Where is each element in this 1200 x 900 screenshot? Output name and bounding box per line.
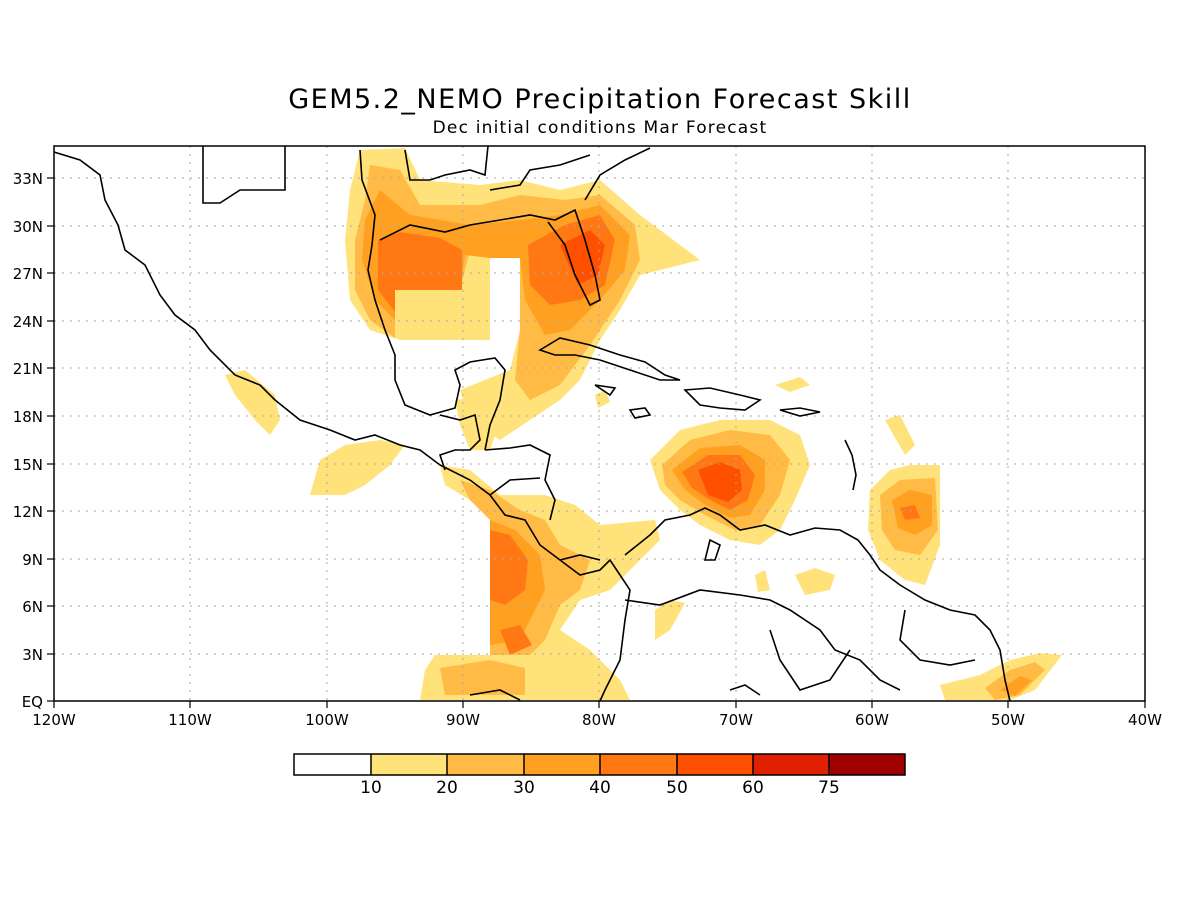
lat-label-33n: 33N — [13, 170, 43, 188]
lat-label-eq: EQ — [22, 693, 43, 711]
colorbar-swatch-6 — [753, 754, 829, 775]
lon-label-110w: 110W — [168, 711, 212, 729]
lat-label-27n: 27N — [13, 265, 43, 283]
colorbar-label-20: 20 — [436, 778, 458, 798]
lat-label-18n: 18N — [13, 408, 43, 426]
lon-label-120w: 120W — [32, 711, 76, 729]
lon-label-40w: 40W — [1128, 711, 1162, 729]
axis-ticks — [47, 177, 1146, 708]
skill-region-ec-20 — [440, 660, 525, 695]
colorbar-swatch-5 — [677, 754, 753, 775]
lat-labels: EQ 3N 6N 9N 12N 15N 18N 21N 24N 27N 30N … — [13, 170, 43, 711]
map-title: GEM5.2_NEMO Precipitation Forecast Skill — [288, 84, 912, 115]
colorbar-swatch-0 — [294, 754, 371, 775]
lat-label-21n: 21N — [13, 360, 43, 378]
lat-label-12n: 12N — [13, 503, 43, 521]
lat-label-6n: 6N — [22, 598, 43, 616]
lon-label-50w: 50W — [991, 711, 1025, 729]
lat-label-24n: 24N — [13, 313, 43, 331]
coastlines — [54, 146, 1011, 701]
colorbar: 10 20 30 40 50 60 75 — [293, 753, 906, 798]
lat-label-3n: 3N — [22, 646, 43, 664]
skill-region-atlantic-ne-10 — [885, 415, 915, 455]
skill-region-pacific-10 — [225, 370, 280, 435]
skill-region-yucatan-10 — [455, 395, 500, 450]
colorbar-swatch-4 — [600, 754, 677, 775]
colorbar-label-30: 30 — [513, 778, 535, 798]
colorbar-swatch-3 — [524, 754, 600, 775]
skill-region-atlantic-40 — [900, 505, 920, 520]
skill-region-colombia-10 — [655, 600, 685, 640]
skill-region-guatemala-10 — [310, 440, 405, 495]
map-subtitle: Dec initial conditions Mar Forecast — [432, 118, 768, 138]
skill-region-carib-50 — [698, 462, 742, 502]
skill-region-ca-40 — [490, 530, 528, 605]
colorbar-label-10: 10 — [360, 778, 382, 798]
colorbar-swatch-2 — [447, 754, 524, 775]
lat-label-9n: 9N — [22, 551, 43, 569]
skill-region-vz-small-10 — [755, 570, 770, 592]
skill-shading — [225, 148, 1062, 700]
lon-label-70w: 70W — [719, 711, 753, 729]
colorbar-swatch-1 — [371, 754, 447, 775]
colorbar-label-50: 50 — [666, 778, 688, 798]
lat-label-15n: 15N — [13, 456, 43, 474]
lon-label-100w: 100W — [305, 711, 349, 729]
skill-region-venezuela-10 — [795, 568, 835, 595]
colorbar-label-60: 60 — [742, 778, 764, 798]
lat-label-30n: 30N — [13, 218, 43, 236]
skill-region-ca-south-40 — [500, 625, 532, 655]
colorbar-label-40: 40 — [589, 778, 611, 798]
lon-label-60w: 60W — [855, 711, 889, 729]
skill-region-gulf-40 — [378, 232, 462, 312]
lon-labels: 120W 110W 100W 90W 80W 70W 60W 50W 40W — [32, 711, 1162, 729]
lon-label-80w: 80W — [582, 711, 616, 729]
graticule — [54, 146, 1145, 701]
lon-label-90w: 90W — [446, 711, 480, 729]
colorbar-swatch-7 — [829, 754, 905, 775]
skill-region-atlantic-north-10 — [775, 377, 810, 392]
colorbar-label-75: 75 — [818, 778, 840, 798]
